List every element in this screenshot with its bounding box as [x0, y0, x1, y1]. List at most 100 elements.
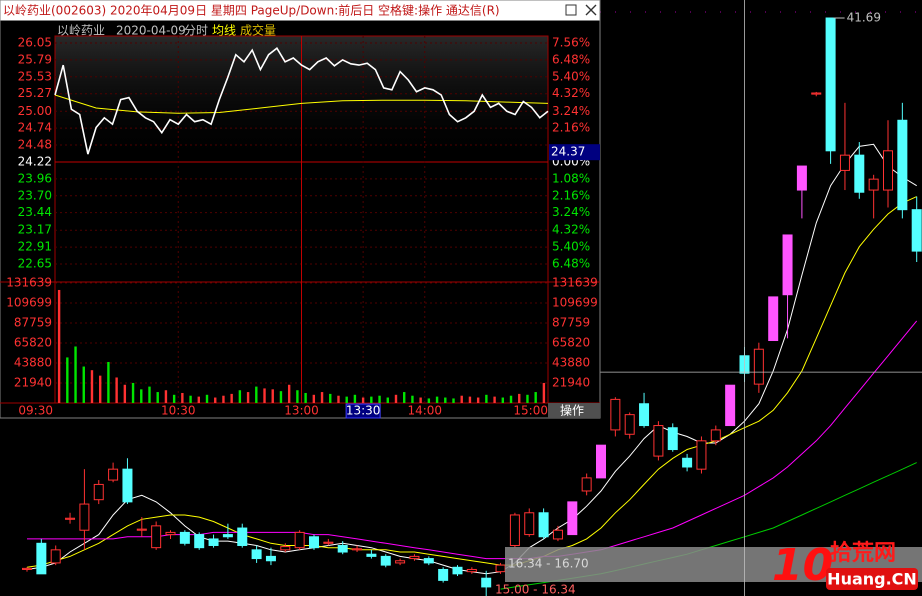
volume-bar: [312, 394, 316, 403]
watermark: 10 拾荒网 Huang.CN: [772, 540, 918, 591]
volume-tick-label: 43880: [14, 355, 52, 369]
volume-bar: [98, 375, 102, 403]
candle-body: [22, 567, 32, 570]
stock-name: 以岭药业: [57, 24, 105, 38]
volume-bar: [205, 394, 209, 403]
volume-bar: [57, 289, 61, 403]
y-tick-label: 23.44: [18, 205, 52, 219]
range-label: 15.00 - 16.34: [495, 583, 576, 596]
volume-tick-label: 65820: [552, 335, 590, 349]
volume-bar: [378, 395, 381, 403]
volume-bar: [279, 391, 283, 403]
volume-bar: [419, 397, 422, 403]
candle-body: [753, 348, 764, 385]
candle-body: [337, 544, 348, 553]
volume-bar: [353, 394, 357, 403]
volume-bar: [411, 395, 414, 403]
candle-body: [567, 501, 578, 536]
volume-bar: [518, 393, 521, 403]
volume-bar: [246, 392, 250, 403]
legend-avg: 均线: [212, 24, 236, 38]
volume-bar: [255, 386, 258, 403]
volume-bar: [501, 397, 505, 403]
y-tick-label: 25.79: [18, 52, 52, 66]
close-button[interactable]: [585, 4, 597, 16]
pct-tick-label: 5.40%: [552, 69, 590, 83]
menu-label[interactable]: 操作: [560, 403, 584, 418]
volume-bar: [320, 392, 324, 403]
volume-bar: [361, 397, 365, 403]
candle-body: [452, 566, 463, 575]
volume-bar: [329, 393, 332, 403]
y-tick-label: 22.65: [18, 257, 52, 271]
range-label: 16.34 - 16.70: [508, 557, 589, 571]
y-tick-label: 23.96: [18, 171, 52, 185]
candle-body: [237, 527, 248, 546]
volume-bar: [230, 393, 233, 403]
y-tick-label: 24.74: [18, 121, 52, 135]
volume-bar: [427, 398, 431, 403]
volume-bar: [214, 397, 217, 403]
candle-body: [366, 553, 377, 557]
candle-body: [323, 541, 334, 544]
volume-tick-label: 131639: [552, 276, 598, 290]
x-tick-label: 15:00: [513, 404, 548, 418]
volume-tick-label: 87759: [14, 316, 52, 330]
volume-tick-label: 21940: [14, 375, 52, 389]
candle-body: [538, 512, 549, 538]
volume-tick-label: 43880: [552, 355, 590, 369]
candle-body: [911, 209, 922, 252]
watermark-logo: 10: [772, 540, 833, 591]
volume-tick-label: 131639: [6, 276, 52, 290]
candle-body: [710, 429, 721, 442]
price-line: [54, 47, 549, 155]
y-tick-label: 22.91: [18, 240, 52, 254]
volume-bar: [107, 361, 110, 403]
window-title: 以岭药业(002603) 2020年04月09日 星期四 PageUp/Down…: [3, 3, 500, 18]
pct-tick-label: 6.48%: [552, 257, 590, 271]
volume-bar: [90, 370, 94, 403]
daily-overlay: 16.34 - 16.70 15.00 - 16.34 10 拾荒网 Huang…: [495, 0, 922, 596]
y-tick-label: 23.17: [18, 223, 52, 237]
candle-body: [194, 534, 205, 549]
candle-body: [294, 531, 305, 549]
candle-body: [136, 528, 147, 531]
volume-bar: [296, 390, 299, 403]
moving-average-line: [26, 196, 917, 568]
candle-body: [65, 517, 76, 520]
candle-body: [79, 503, 90, 531]
chart-date: 2020-04-09: [116, 24, 186, 38]
volume-bar: [82, 366, 85, 403]
candle-body: [222, 534, 233, 538]
title-bar: [0, 0, 600, 21]
daily-chart: [22, 17, 922, 596]
candle-body: [380, 555, 391, 566]
volume-bar: [337, 395, 340, 403]
volume-bar: [115, 377, 118, 403]
volume-bar: [542, 382, 546, 403]
volume-bar: [468, 396, 472, 403]
volume-bar: [509, 395, 513, 403]
x-tick-label: 10:30: [161, 404, 196, 418]
candle-body: [839, 154, 850, 171]
candle-body: [825, 17, 836, 152]
volume-bar: [386, 397, 389, 403]
candle-body: [409, 555, 420, 560]
candle-body: [438, 568, 449, 581]
volume-bar: [403, 392, 406, 403]
candle-body: [165, 531, 176, 536]
volume-bar: [452, 398, 455, 403]
maximize-button[interactable]: [565, 4, 577, 16]
volume-bar: [140, 389, 143, 403]
pct-tick-label: 6.48%: [552, 52, 590, 66]
menu-button[interactable]: [548, 403, 600, 418]
candle-body: [854, 154, 865, 193]
volume-bar: [271, 389, 274, 403]
y-tick-label: 26.05: [18, 36, 52, 50]
candle-body: [93, 483, 104, 501]
last-price-box: [549, 144, 600, 161]
high-label: 41.69: [847, 11, 881, 25]
y-tick-label: 25.00: [18, 104, 52, 118]
volume-tick-label: 87759: [552, 316, 590, 330]
